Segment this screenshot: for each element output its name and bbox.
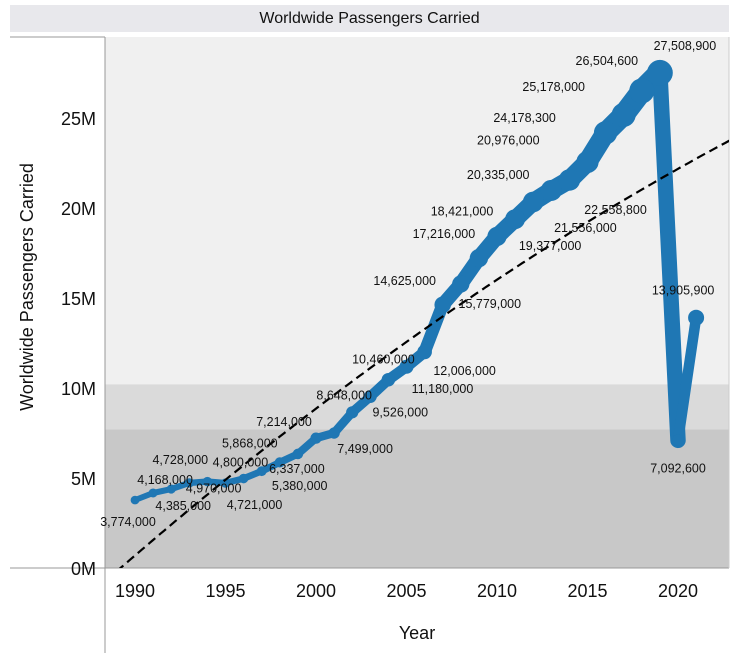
data-point bbox=[522, 191, 544, 213]
data-label: 7,499,000 bbox=[337, 442, 393, 456]
data-point bbox=[558, 169, 581, 191]
trend-line bbox=[118, 139, 729, 568]
data-label: 13,905,900 bbox=[652, 284, 715, 298]
data-label: 4,970,000 bbox=[186, 482, 242, 496]
data-point bbox=[646, 59, 673, 86]
data-label: 4,385,000 bbox=[155, 499, 211, 513]
data-point bbox=[238, 473, 249, 484]
reference-band-0 bbox=[105, 429, 729, 568]
data-label: 9,526,000 bbox=[372, 406, 428, 420]
data-point bbox=[611, 102, 636, 127]
series-segment bbox=[672, 312, 702, 446]
data-label: 17,216,000 bbox=[413, 227, 476, 241]
data-point bbox=[148, 488, 158, 498]
y-tick-label: 15M bbox=[61, 289, 96, 309]
data-point bbox=[540, 179, 562, 201]
data-label: 4,721,000 bbox=[227, 498, 283, 512]
data-point bbox=[399, 359, 414, 374]
data-label: 20,976,000 bbox=[477, 133, 540, 147]
data-point bbox=[202, 476, 213, 487]
data-point bbox=[328, 427, 340, 439]
plot-area bbox=[118, 59, 729, 568]
data-label: 5,868,000 bbox=[222, 436, 278, 450]
series-segment bbox=[418, 298, 449, 359]
data-label: 21,556,000 bbox=[554, 221, 617, 235]
data-label: 12,006,000 bbox=[433, 364, 496, 378]
y-tick-label: 20M bbox=[61, 199, 96, 219]
data-label: 24,178,300 bbox=[493, 111, 556, 125]
data-label: 4,800,000 bbox=[213, 456, 269, 470]
data-label: 5,380,000 bbox=[272, 479, 328, 493]
data-point bbox=[629, 78, 655, 104]
x-tick-label: 2010 bbox=[477, 581, 517, 601]
data-point bbox=[487, 226, 507, 247]
data-label: 26,504,600 bbox=[576, 54, 639, 68]
y-tick-label: 25M bbox=[61, 109, 96, 129]
data-point bbox=[417, 344, 432, 360]
data-point bbox=[256, 466, 267, 477]
y-tick-label: 5M bbox=[71, 469, 96, 489]
data-label: 6,337,000 bbox=[269, 462, 325, 476]
data-label: 11,180,000 bbox=[412, 382, 474, 396]
y-tick-label: 10M bbox=[61, 379, 96, 399]
data-label: 19,377,000 bbox=[519, 239, 582, 253]
data-label: 8,648,000 bbox=[316, 388, 372, 402]
data-label: 4,168,000 bbox=[137, 473, 193, 487]
data-point bbox=[505, 209, 526, 230]
data-label: 27,508,900 bbox=[654, 39, 717, 53]
x-tick-label: 2005 bbox=[386, 581, 426, 601]
reference-band-1 bbox=[105, 384, 729, 430]
data-label: 7,214,000 bbox=[256, 415, 312, 429]
data-label: 25,178,000 bbox=[522, 80, 585, 94]
chart-title: Worldwide Passengers Carried bbox=[10, 5, 729, 32]
y-tick-label: 0M bbox=[71, 559, 96, 579]
x-tick-label: 2015 bbox=[567, 581, 607, 601]
series-segment bbox=[652, 65, 686, 449]
data-point bbox=[166, 484, 176, 494]
data-point bbox=[672, 434, 684, 446]
data-label: 15,779,000 bbox=[459, 297, 522, 311]
data-point bbox=[593, 121, 618, 145]
data-label: 14,625,000 bbox=[373, 274, 436, 288]
data-point bbox=[130, 495, 140, 505]
data-point bbox=[576, 150, 599, 174]
data-point bbox=[184, 478, 195, 488]
data-label: 10,460,000 bbox=[352, 353, 415, 367]
data-point bbox=[346, 406, 359, 419]
data-label: 20,335,000 bbox=[467, 168, 530, 182]
x-tick-label: 2020 bbox=[658, 581, 698, 601]
data-point bbox=[363, 390, 377, 403]
data-point bbox=[292, 448, 304, 460]
x-tick-label: 1995 bbox=[205, 581, 245, 601]
y-axis-title: Worldwide Passengers Carried bbox=[17, 163, 37, 411]
x-axis-title: Year bbox=[399, 623, 435, 643]
data-point bbox=[310, 432, 322, 444]
data-label: 3,774,000 bbox=[100, 515, 156, 529]
x-tick-label: 2000 bbox=[296, 581, 336, 601]
data-point bbox=[381, 372, 396, 387]
data-point bbox=[274, 457, 285, 468]
x-tick-label: 1990 bbox=[115, 581, 155, 601]
data-label: 4,728,000 bbox=[152, 453, 208, 467]
data-point bbox=[220, 478, 231, 488]
data-point bbox=[452, 275, 470, 293]
data-label: 7,092,600 bbox=[650, 461, 706, 475]
data-point bbox=[688, 309, 705, 326]
data-label: 22,558,800 bbox=[584, 203, 647, 217]
data-label: 18,421,000 bbox=[431, 204, 494, 218]
data-point bbox=[434, 296, 451, 314]
data-point bbox=[469, 248, 489, 268]
